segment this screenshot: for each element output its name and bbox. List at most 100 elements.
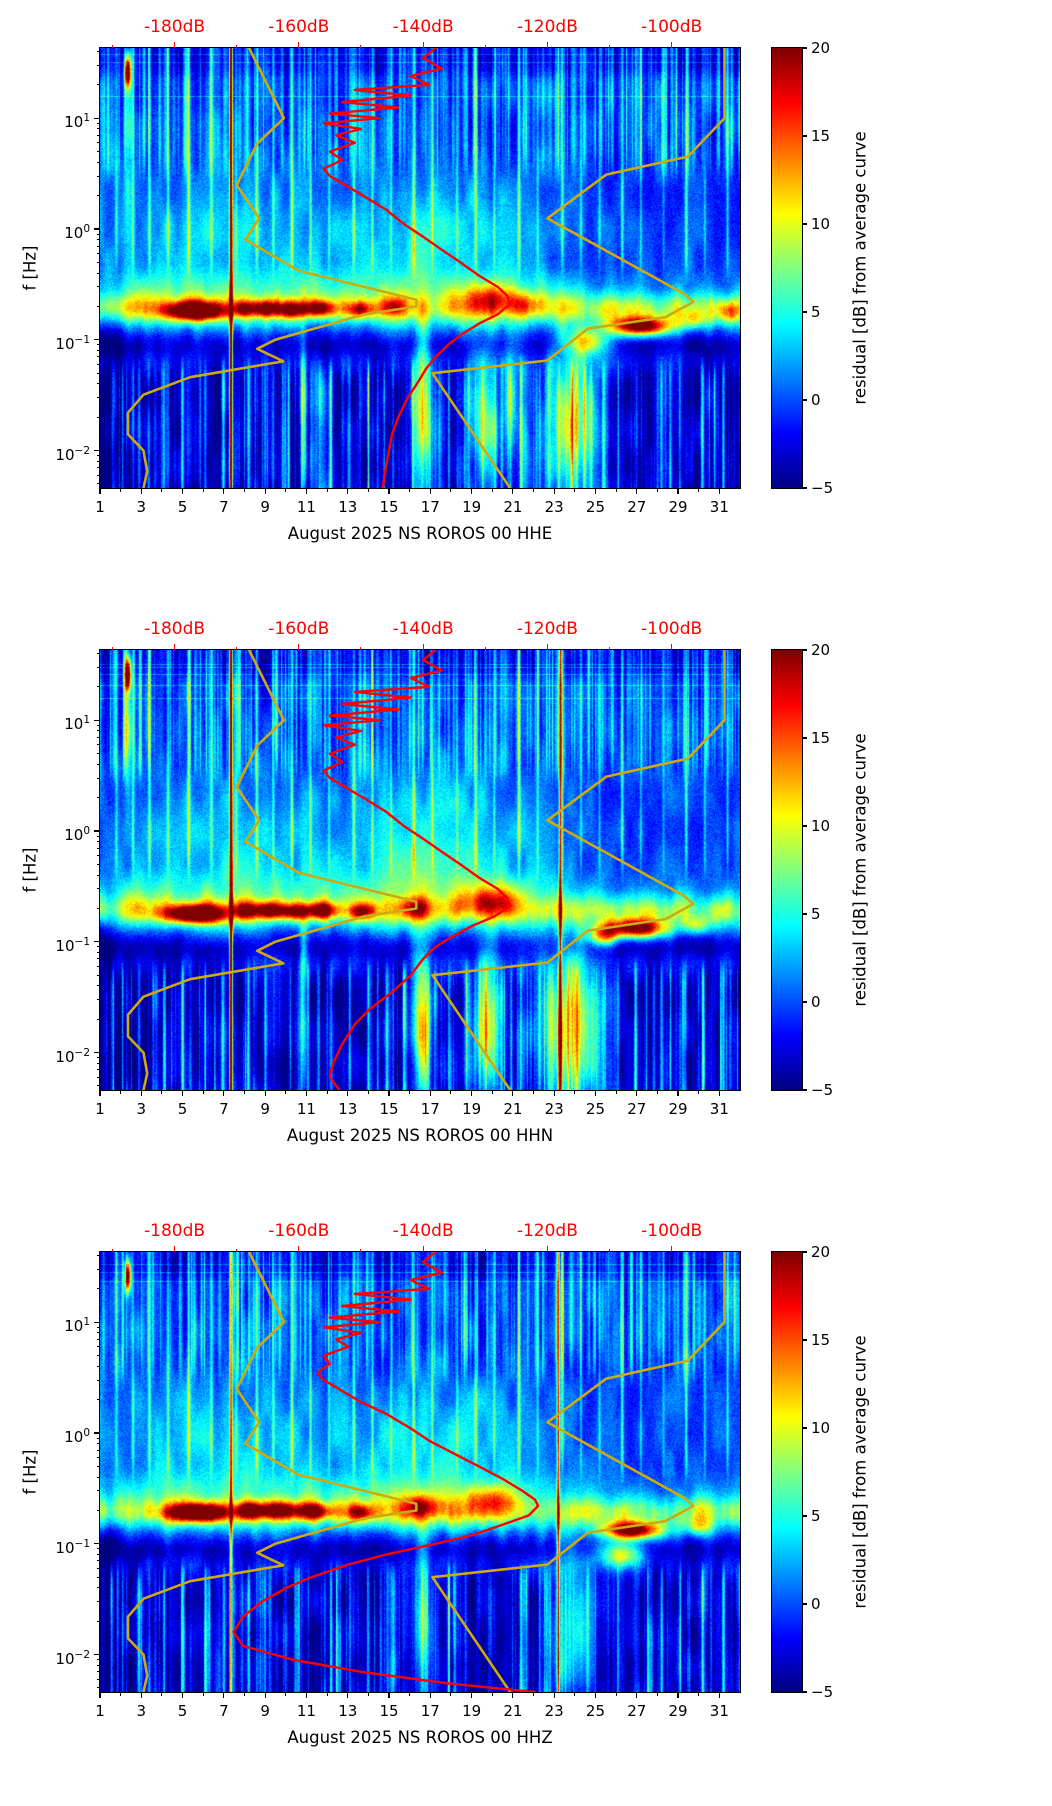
x-major-tick xyxy=(305,1090,308,1096)
panel-hhz: 1 3 5 7 9 11 13 15 17 19 21 23 25 27 29 31 101 100 10−1 10−… xyxy=(0,1204,1052,1806)
y-major-tick xyxy=(94,1654,100,1656)
y-minor-tick xyxy=(96,874,100,876)
y-minor-tick xyxy=(96,1476,100,1478)
y-minor-tick xyxy=(96,1085,100,1087)
x-major-tick xyxy=(347,488,349,494)
colorbar-tick-label: 15 xyxy=(811,729,831,747)
x-tick-label: 25 xyxy=(585,1100,606,1118)
y-minor-tick xyxy=(96,985,100,987)
y-major-tick xyxy=(94,830,100,832)
y-major-tick xyxy=(94,228,100,230)
x-tick-label: 11 xyxy=(296,1100,316,1118)
colorbar-gradient xyxy=(772,650,802,1090)
y-minor-tick xyxy=(96,835,100,837)
top-db-label: -180dB xyxy=(144,619,206,639)
y-minor-tick xyxy=(96,736,100,738)
top-db-major-tick xyxy=(173,1246,176,1252)
spectrogram-canvas-hhn xyxy=(100,650,740,1090)
colorbar-gradient xyxy=(772,1252,802,1692)
x-minor-tick xyxy=(367,488,369,492)
x-tick-label: 5 xyxy=(177,1100,188,1118)
x-major-tick xyxy=(99,1692,101,1698)
top-db-label: -140dB xyxy=(392,1221,454,1241)
top-db-major-tick xyxy=(298,42,300,48)
x-minor-tick xyxy=(450,488,452,492)
colorbar-tick-label: 20 xyxy=(811,1243,831,1261)
x-minor-tick xyxy=(161,488,163,492)
y-tick-exponent: −1 xyxy=(74,935,90,948)
x-major-tick xyxy=(347,1692,349,1698)
y-tick-exponent: 0 xyxy=(83,223,90,235)
x-major-tick xyxy=(471,1692,473,1698)
top-db-label: -100dB xyxy=(641,17,703,37)
y-minor-tick xyxy=(96,1379,100,1381)
y-minor-tick xyxy=(96,863,100,865)
x-tick-label: 19 xyxy=(462,1100,482,1118)
y-major-tick xyxy=(94,719,100,721)
y-minor-tick xyxy=(96,344,100,346)
y-minor-tick xyxy=(96,286,100,288)
x-major-tick xyxy=(264,488,266,494)
y-minor-tick xyxy=(96,744,100,746)
colorbar-tick xyxy=(802,223,807,225)
x-tick-label: 9 xyxy=(260,1702,270,1720)
x-minor-tick xyxy=(285,488,287,492)
x-tick-label: 5 xyxy=(177,1702,188,1720)
x-minor-tick xyxy=(656,488,658,492)
x-major-tick xyxy=(553,488,555,494)
x-tick-label: 21 xyxy=(503,1100,523,1118)
top-db-label: -120dB xyxy=(516,17,578,37)
colorbar-tick xyxy=(802,913,807,915)
x-tick-label: 27 xyxy=(627,1702,647,1720)
colorbar-tick-label: 5 xyxy=(811,905,821,923)
y-minor-tick xyxy=(96,763,100,765)
y-minor-tick xyxy=(96,652,100,654)
x-major-tick xyxy=(223,1090,225,1096)
y-tick-exponent: 0 xyxy=(83,825,90,837)
x-tick-label: 31 xyxy=(709,498,729,516)
y-tick-base: 10 xyxy=(64,1317,84,1336)
top-db-minor-tick xyxy=(484,646,486,650)
y-minor-tick xyxy=(96,1268,100,1270)
x-major-tick xyxy=(264,1090,266,1096)
x-major-tick xyxy=(429,1090,431,1096)
colorbar-title: residual [dB] from average curve xyxy=(850,131,870,405)
y-tick-label: 10−2 xyxy=(38,1645,90,1669)
colorbar-title: residual [dB] from average curve xyxy=(850,1335,870,1609)
y-tick-base: 10 xyxy=(55,936,75,955)
x-tick-label: 7 xyxy=(219,1100,229,1118)
x-minor-tick xyxy=(120,1090,122,1094)
x-tick-label: 31 xyxy=(709,1702,729,1720)
x-major-tick xyxy=(553,1692,555,1698)
x-minor-tick xyxy=(656,1692,658,1696)
x-minor-tick xyxy=(409,1692,411,1696)
y-major-tick xyxy=(94,1321,100,1323)
x-minor-tick xyxy=(615,1090,617,1094)
y-minor-tick xyxy=(96,1620,100,1622)
x-minor-tick xyxy=(120,1692,122,1696)
y-minor-tick xyxy=(96,974,100,976)
top-db-major-tick xyxy=(422,644,424,650)
y-minor-tick xyxy=(96,1332,100,1334)
x-minor-tick xyxy=(656,1090,658,1094)
top-db-minor-tick xyxy=(236,646,238,650)
spectrogram-canvas-hhe xyxy=(100,48,740,488)
colorbar-tick xyxy=(802,1515,807,1517)
top-db-major-tick xyxy=(173,42,176,48)
y-tick-exponent: 1 xyxy=(83,714,90,727)
y-tick-base: 10 xyxy=(64,826,84,844)
x-minor-tick xyxy=(161,1090,163,1094)
x-minor-tick xyxy=(615,1692,617,1696)
y-minor-tick xyxy=(96,161,100,163)
y-tick-base: 10 xyxy=(55,445,75,464)
y-minor-tick xyxy=(96,1554,100,1556)
y-minor-tick xyxy=(96,1057,100,1059)
colorbar-tick-label: 0 xyxy=(811,1595,821,1613)
x-tick-label: 13 xyxy=(338,1702,358,1720)
x-major-tick xyxy=(677,488,679,494)
y-minor-tick xyxy=(96,84,100,86)
top-db-major-tick xyxy=(298,644,300,650)
x-major-tick xyxy=(181,488,184,494)
x-major-tick xyxy=(677,1090,679,1096)
